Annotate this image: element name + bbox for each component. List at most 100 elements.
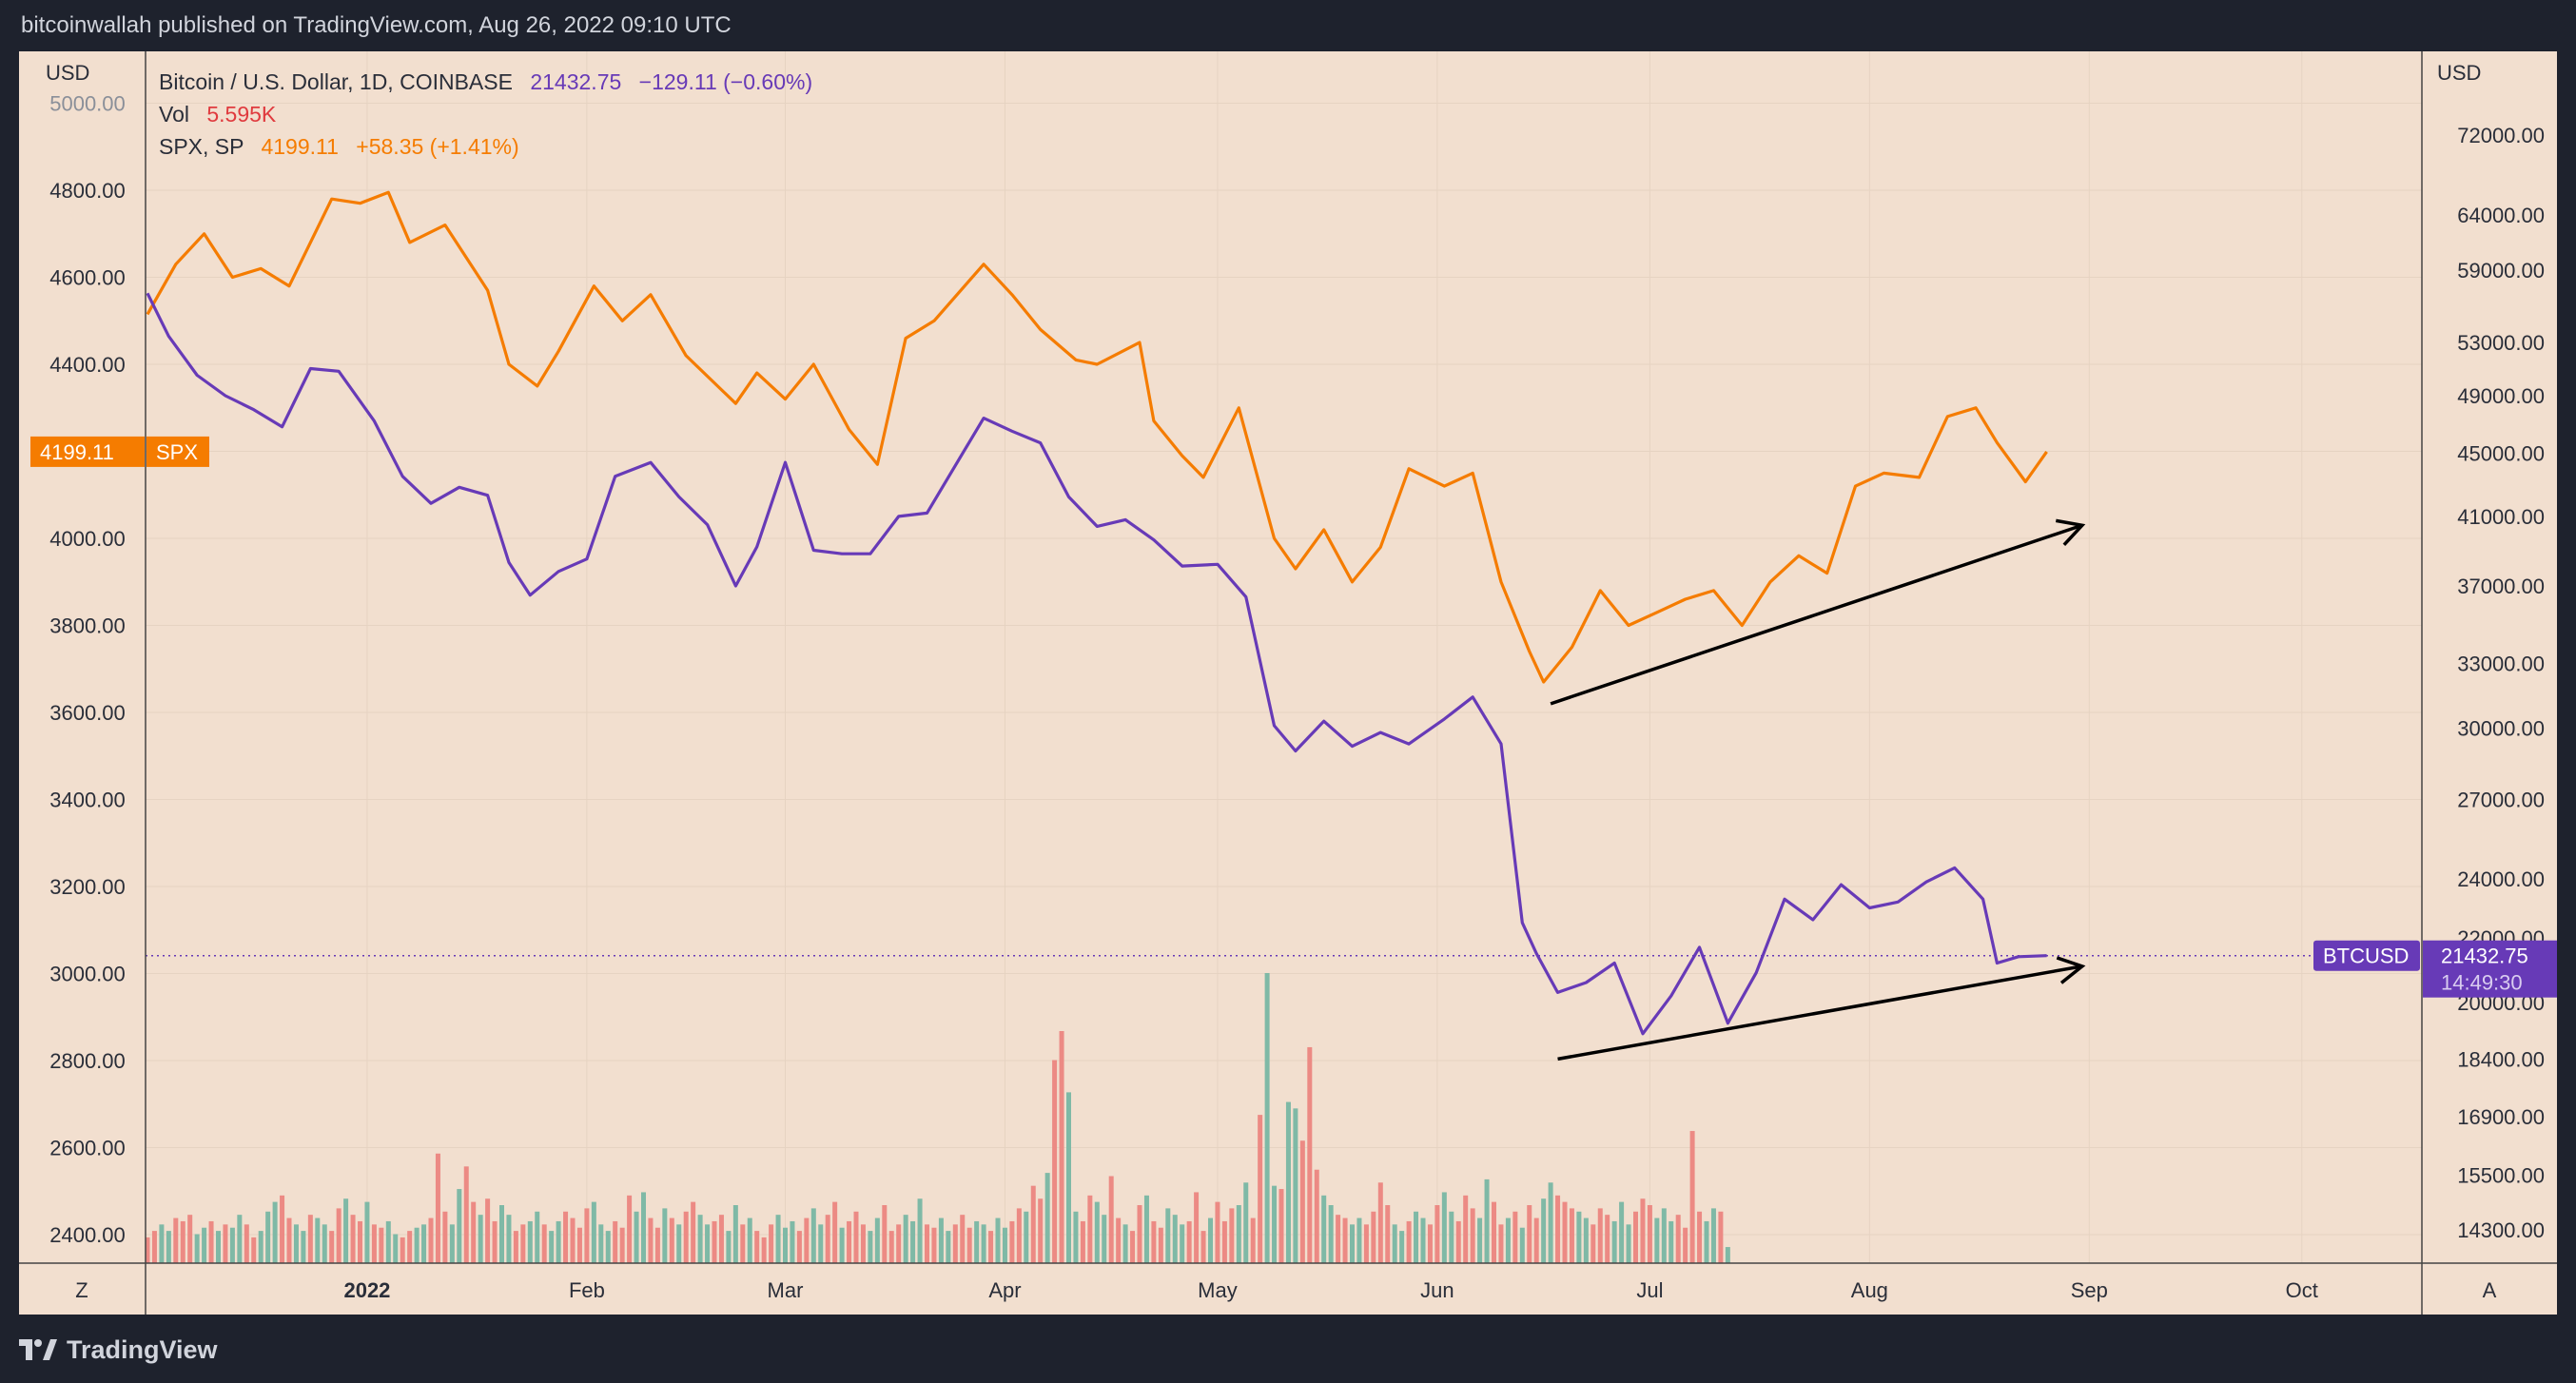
right-tick-label: 16900.00 xyxy=(2457,1105,2545,1129)
left-tick-label: 3800.00 xyxy=(49,614,126,638)
spx-price-badge-bg xyxy=(30,436,145,467)
volume-bar xyxy=(938,1217,944,1263)
volume-bar xyxy=(414,1227,420,1263)
right-tick-label: 64000.00 xyxy=(2457,204,2545,227)
volume-bar xyxy=(1186,1220,1192,1263)
volume-bar xyxy=(740,1224,746,1263)
volume-bar xyxy=(988,1231,994,1263)
auto-scale-button[interactable]: A xyxy=(2423,1264,2557,1315)
timezone-button[interactable]: Z xyxy=(19,1264,145,1315)
volume-bar xyxy=(726,1231,732,1263)
tradingview-logo[interactable]: TradingView xyxy=(19,1334,218,1366)
volume-bar xyxy=(1243,1182,1249,1263)
volume-bar xyxy=(471,1201,477,1263)
volume-bar xyxy=(379,1227,384,1263)
volume-bar xyxy=(1562,1201,1568,1263)
volume-bar xyxy=(315,1217,321,1263)
volume-bar xyxy=(1527,1205,1532,1263)
volume-bar xyxy=(1336,1215,1341,1263)
volume-bar xyxy=(358,1220,362,1263)
chart-legend[interactable]: Bitcoin / U.S. Dollar, 1D, COINBASE 2143… xyxy=(159,69,812,159)
volume-bar xyxy=(435,1153,440,1263)
right-tick-label: 59000.00 xyxy=(2457,259,2545,282)
volume-bar xyxy=(322,1224,327,1263)
volume-bar xyxy=(676,1224,682,1263)
left-tick-label: 4400.00 xyxy=(49,353,126,377)
volume-bar xyxy=(1718,1211,1724,1263)
volume-bar xyxy=(1689,1131,1695,1263)
x-tick-label: Mar xyxy=(768,1278,804,1302)
right-axis-unit: USD xyxy=(2437,61,2481,85)
auto-scale-button-bg xyxy=(2423,1264,2557,1315)
right-tick-label: 45000.00 xyxy=(2457,442,2545,466)
volume-bar xyxy=(371,1224,377,1263)
left-axis-unit: USD xyxy=(46,61,89,85)
volume-bar xyxy=(1414,1211,1419,1263)
volume-bar xyxy=(853,1211,859,1263)
spx-price-badge-text: 4199.11 xyxy=(40,440,114,464)
volume-bar xyxy=(1611,1220,1617,1263)
auto-scale-button-label: A xyxy=(2483,1278,2497,1302)
volume-bar xyxy=(818,1224,824,1263)
btc-label-badge-bg xyxy=(2313,940,2420,971)
volume-bar xyxy=(1371,1211,1376,1263)
volume-bar xyxy=(605,1231,611,1263)
left-tick-label: 3400.00 xyxy=(49,789,126,812)
legend-main-change: −129.11 (−0.60%) xyxy=(639,69,812,94)
volume-bar xyxy=(960,1215,966,1263)
volume-bar xyxy=(1533,1217,1539,1263)
btc-series-line[interactable] xyxy=(146,292,2047,1036)
volume-bar xyxy=(1569,1208,1574,1263)
spx-series-line[interactable] xyxy=(146,190,2048,684)
volume-bar xyxy=(329,1231,335,1263)
volume-bar xyxy=(1102,1215,1107,1263)
volume-bar xyxy=(896,1224,902,1263)
volume-bar xyxy=(691,1201,696,1263)
legend-spx: SPX, SP 4199.11 +58.35 (+1.41%) xyxy=(159,134,519,159)
volume-bar xyxy=(747,1217,752,1263)
btc-price-badge-text: 21432.75 xyxy=(2441,945,2528,968)
volume-bar xyxy=(783,1227,788,1263)
volume-bar xyxy=(839,1227,845,1263)
price-chart[interactable]: USD USD 5000.004800.004600.004400.004200… xyxy=(19,51,2557,1315)
volume-bar xyxy=(393,1234,399,1263)
volume-bar xyxy=(428,1217,434,1263)
volume-bar xyxy=(187,1215,193,1263)
volume-bar xyxy=(1172,1215,1178,1263)
volume-bar xyxy=(244,1224,249,1263)
volume-bar xyxy=(1066,1092,1071,1263)
left-tick-label: 2800.00 xyxy=(49,1049,126,1073)
volume-bar xyxy=(1597,1208,1603,1263)
volume-bar xyxy=(1661,1208,1667,1263)
left-tick-label: 3600.00 xyxy=(49,701,126,725)
volume-bar xyxy=(286,1217,292,1263)
volume-bar xyxy=(202,1227,207,1263)
volume-bar xyxy=(697,1215,703,1263)
volume-bar xyxy=(1626,1224,1631,1263)
volume-bar xyxy=(1377,1182,1383,1263)
volume-bar xyxy=(598,1224,604,1263)
volume-bar xyxy=(1492,1201,1496,1263)
volume-bar xyxy=(796,1231,802,1263)
volume-bar xyxy=(1420,1217,1426,1263)
volume-bar xyxy=(1434,1205,1440,1263)
annotation-arrows[interactable] xyxy=(1550,518,2086,1062)
volume-bar xyxy=(1541,1198,1547,1263)
volume-bar xyxy=(1272,1185,1278,1263)
volume-bar xyxy=(910,1220,916,1263)
volume-bar xyxy=(520,1224,526,1263)
volume-bar xyxy=(506,1215,512,1263)
volume-bar xyxy=(1094,1201,1100,1263)
volume-bar xyxy=(336,1208,342,1263)
volume-bar xyxy=(1392,1224,1397,1263)
volume-bar xyxy=(1073,1211,1079,1263)
volume-bar xyxy=(576,1227,582,1263)
volume-bar xyxy=(1484,1178,1490,1263)
annotation-arrow-line xyxy=(1550,523,2083,706)
volume-bar xyxy=(527,1220,533,1263)
volume-bar xyxy=(619,1227,625,1263)
volume-bar xyxy=(258,1231,263,1263)
volume-bar xyxy=(1399,1231,1405,1263)
volume-bar xyxy=(584,1208,590,1263)
volume-bar xyxy=(654,1227,660,1263)
